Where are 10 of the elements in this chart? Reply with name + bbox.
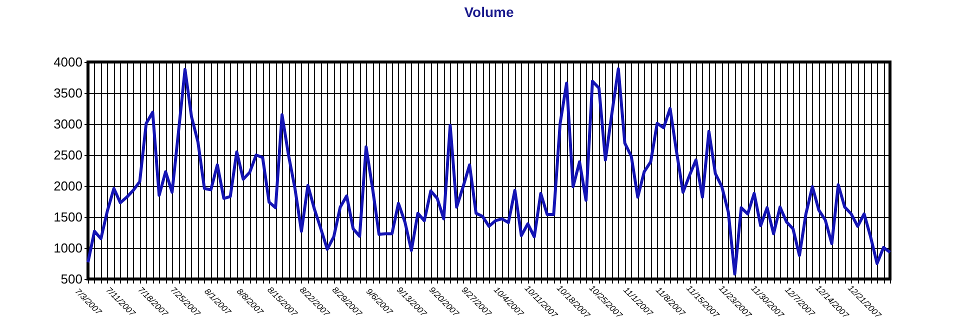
line-series	[86, 67, 892, 276]
chart-title: Volume	[464, 4, 514, 20]
y-tick-label: 4000	[54, 54, 82, 70]
y-tick-label: 1500	[54, 210, 82, 224]
y-tick-label: 3500	[54, 86, 82, 100]
y-tick-label: 3000	[54, 116, 82, 132]
y-tick-label: 2500	[54, 148, 82, 162]
y-tick-label: 2000	[54, 178, 82, 194]
y-tick-label: 1000	[54, 240, 82, 256]
y-tick-label: 500	[60, 272, 82, 286]
